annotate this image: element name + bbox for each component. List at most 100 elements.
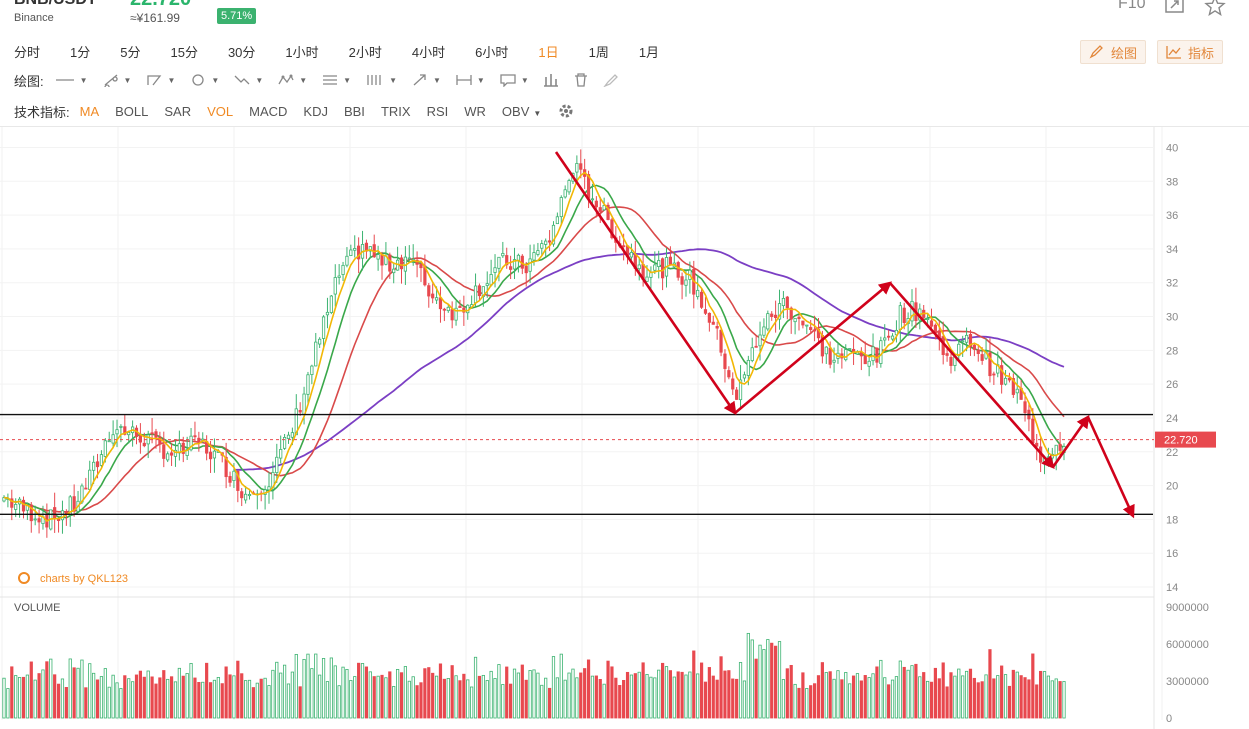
current-price-tag: 22.720 — [1164, 435, 1198, 447]
tab-timeframe-1h[interactable]: 1小时 — [285, 44, 319, 60]
pen-tool-icon[interactable]: ▼ — [102, 73, 131, 87]
candle-body — [290, 432, 294, 438]
watermark: charts by QKL123 — [18, 572, 128, 585]
draw-button[interactable]: 绘图 — [1080, 40, 1147, 64]
tab-timeframe-15m[interactable]: 15分 — [170, 44, 198, 60]
volume-bar — [415, 685, 419, 719]
candle-body — [789, 307, 793, 320]
volume-tick-label: 6000000 — [1166, 639, 1209, 651]
tab-timeframe-1m[interactable]: 1分 — [70, 44, 91, 60]
candle-body — [298, 410, 302, 413]
candle-body — [446, 306, 450, 312]
candle-body — [224, 456, 228, 478]
volume-bar — [723, 670, 727, 719]
arrow-tool-icon[interactable]: ▼ — [411, 73, 441, 87]
candle-body — [707, 312, 711, 323]
indicator-vol[interactable]: VOL — [207, 103, 234, 119]
volume-bar — [228, 674, 232, 719]
trend-arrow — [1086, 416, 1135, 519]
candle-body — [228, 476, 232, 483]
candle-body — [325, 311, 330, 316]
volume-bar — [563, 679, 567, 719]
volume-bar — [462, 673, 466, 719]
indicator-macd[interactable]: MACD — [249, 103, 288, 119]
candle-body — [407, 257, 411, 260]
candle-body — [107, 440, 111, 443]
candle-body — [657, 260, 661, 267]
tab-timeframe-4h[interactable]: 4小时 — [411, 44, 446, 60]
indicator-trix[interactable]: TRIX — [380, 103, 411, 119]
candle-body — [637, 264, 641, 270]
tab-timeframe-6h[interactable]: 6小时 — [475, 44, 509, 60]
volume-bar — [489, 670, 493, 719]
volume-tick-label: 9000000 — [1166, 602, 1209, 614]
trend-arrow — [734, 281, 892, 414]
candle-body — [72, 496, 76, 510]
bars-tool-icon[interactable] — [543, 73, 559, 87]
tab-timeframe-2h[interactable]: 2小时 — [348, 44, 382, 60]
indicator-sar[interactable]: SAR — [164, 103, 192, 119]
ma5-line — [3, 171, 1065, 523]
tab-timeframe-1w[interactable]: 1周 — [588, 44, 609, 60]
draw-toolbar: 绘图: ▼ ▼ ▼ ▼ ▼ ▼ ▼ ▼ ▼ ▼ ▼ — [0, 65, 1249, 95]
indicator-boll[interactable]: BOLL — [115, 103, 149, 119]
price-tick-label: 14 — [1166, 582, 1178, 594]
comment-tool-icon[interactable]: ▼ — [499, 73, 529, 87]
volume-bar — [368, 671, 372, 719]
volume-bar — [60, 678, 65, 719]
volume-bar — [575, 677, 579, 719]
indicator-ma[interactable]: MA — [79, 103, 100, 119]
volume-bar — [146, 670, 150, 719]
indicator-obv[interactable]: OBV ▼ — [501, 103, 542, 119]
range-tool-icon[interactable]: ▼ — [455, 73, 485, 87]
exchange-name: Binance — [14, 12, 54, 24]
tab-timeframe-5m[interactable]: 5分 — [120, 44, 141, 60]
indicator-kdj[interactable]: KDJ — [303, 103, 328, 119]
candle-body — [1015, 388, 1019, 394]
volume-bar — [1027, 679, 1031, 719]
tab-timeframe-1mo[interactable]: 1月 — [638, 44, 660, 60]
f10-button[interactable]: F10 — [1118, 0, 1146, 12]
fullscreen-icon[interactable] — [1164, 0, 1186, 19]
line-tool-icon[interactable]: ▼ — [55, 75, 88, 85]
candle-body — [812, 329, 817, 332]
indicator-bbi[interactable]: BBI — [343, 103, 365, 119]
volume-bar — [953, 675, 957, 719]
trend-tool-icon[interactable]: ▼ — [233, 73, 263, 87]
tab-timeframe-30m[interactable]: 30分 — [227, 44, 256, 60]
pattern-tool-icon[interactable]: ▼ — [277, 73, 307, 87]
volume-bar — [528, 670, 532, 719]
volume-bar — [661, 662, 665, 719]
indicator-button[interactable]: 指标 — [1157, 40, 1224, 64]
volume-bar — [493, 678, 497, 719]
volume-bar — [220, 683, 224, 719]
indicator-wr[interactable]: WR — [464, 103, 486, 119]
settings-gear-icon[interactable] — [557, 102, 575, 120]
fib-tool-icon[interactable]: ▼ — [321, 73, 351, 87]
volume-bar — [224, 666, 228, 719]
tab-timeframe-1d[interactable]: 1日 — [538, 44, 559, 60]
candle-body — [890, 335, 895, 340]
volume-bar — [774, 645, 778, 719]
star-icon[interactable] — [1204, 0, 1226, 21]
circle-tool-icon[interactable]: ▼ — [189, 73, 219, 87]
brush-icon[interactable] — [603, 73, 619, 87]
volume-bar — [501, 684, 505, 719]
polyline-tool-icon[interactable]: ▼ — [145, 73, 175, 87]
candle-body — [450, 309, 454, 321]
gann-tool-icon[interactable]: ▼ — [365, 73, 397, 87]
volume-bar — [208, 682, 213, 719]
candle-body — [21, 499, 26, 512]
volume-bar — [17, 677, 22, 719]
tab-timeframe-fenshi[interactable]: 分时 — [14, 44, 41, 60]
volume-bar — [1003, 674, 1008, 719]
volume-bar — [598, 679, 602, 719]
volume-bar — [672, 676, 676, 719]
candle-body — [594, 200, 598, 208]
volume-bar — [329, 657, 333, 719]
volume-bar — [290, 671, 294, 719]
candle-body — [774, 314, 778, 319]
delete-icon[interactable] — [573, 73, 589, 87]
indicator-rsi[interactable]: RSI — [426, 103, 449, 119]
